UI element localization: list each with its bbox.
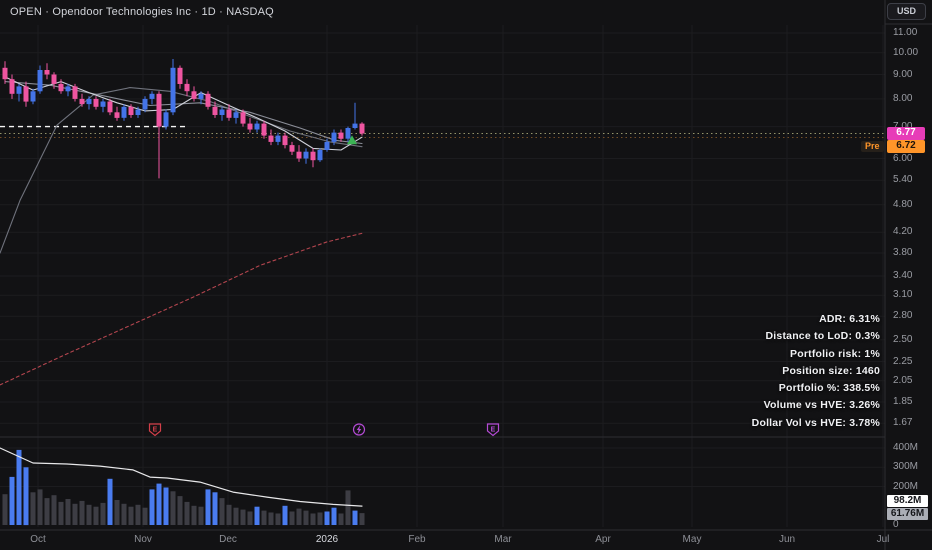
volume-ma-value-label: 98.2M bbox=[887, 495, 928, 507]
time-tick: Nov bbox=[134, 534, 152, 545]
svg-text:E: E bbox=[153, 427, 158, 434]
flash-event-icon[interactable] bbox=[352, 423, 366, 436]
stat-volume-hve: Volume vs HVE: 3.26% bbox=[763, 399, 880, 412]
buy-marker-icon[interactable] bbox=[347, 135, 357, 145]
time-tick: Jul bbox=[876, 534, 890, 545]
price-tick: 6.00 bbox=[893, 152, 913, 164]
last-price-label: 6.77 bbox=[887, 127, 925, 140]
stat-portfolio-pct: Portfolio %: 338.5% bbox=[778, 382, 880, 395]
time-tick: Mar bbox=[494, 534, 512, 545]
ma-lines bbox=[0, 76, 363, 386]
price-tick: 1.85 bbox=[893, 396, 913, 407]
stat-dollarvol-hve: Dollar Vol vs HVE: 3.78% bbox=[751, 416, 880, 429]
price-tick: 2.05 bbox=[893, 374, 913, 386]
earnings-upcoming-icon[interactable]: E bbox=[486, 423, 500, 437]
svg-text:E: E bbox=[491, 427, 496, 434]
volume-series bbox=[0, 447, 365, 526]
premarket-badge: Pre bbox=[861, 141, 884, 152]
volume-tick: 300M bbox=[893, 461, 919, 473]
time-tick: Jun bbox=[778, 534, 796, 545]
stat-distance-lod: Distance to LoD: 0.3% bbox=[765, 330, 880, 343]
candles-series bbox=[2, 59, 365, 179]
price-tick: 2.80 bbox=[893, 310, 913, 322]
price-tick: 3.40 bbox=[893, 270, 913, 281]
volume-tick: 200M bbox=[893, 480, 919, 492]
time-axis[interactable]: Oct Nov Dec 2026 Feb Mar Apr May Jun Jul bbox=[0, 530, 932, 550]
price-tick: 9.00 bbox=[893, 68, 913, 80]
price-tick: 2.50 bbox=[893, 333, 913, 345]
price-tick: 11.00 bbox=[893, 27, 918, 38]
stat-portfolio-risk: Portfolio risk: 1% bbox=[790, 347, 880, 360]
price-tick: 8.00 bbox=[893, 92, 913, 104]
time-tick: Apr bbox=[595, 534, 611, 545]
price-level-lines bbox=[0, 125, 885, 138]
stat-adr: ADR: 6.31% bbox=[819, 313, 880, 325]
price-tick: 4.20 bbox=[893, 226, 913, 238]
volume-tick: 0 bbox=[893, 519, 899, 530]
volume-axis[interactable]: 400M 300M 200M 0 bbox=[885, 437, 932, 530]
price-tick: 3.10 bbox=[893, 289, 913, 301]
time-tick: May bbox=[682, 534, 702, 545]
price-tick: 2.25 bbox=[893, 355, 913, 367]
grid bbox=[0, 25, 885, 527]
time-tick: Oct bbox=[30, 534, 46, 545]
stats-overlay: ADR: 6.31% Distance to LoD: 0.3% Portfol… bbox=[752, 311, 880, 432]
earnings-icon[interactable]: E bbox=[148, 423, 162, 437]
time-tick: Feb bbox=[408, 534, 426, 545]
price-tick: 3.80 bbox=[893, 247, 913, 258]
currency-button[interactable]: USD bbox=[887, 3, 926, 20]
volume-tick: 400M bbox=[893, 442, 919, 453]
price-tick: 4.80 bbox=[893, 198, 913, 210]
price-tick: 1.67 bbox=[893, 417, 913, 429]
symbol-title[interactable]: OPEN · Opendoor Technologies Inc · 1D · … bbox=[10, 6, 274, 18]
price-axis[interactable]: 11.00 10.00 9.00 8.00 7.00 6.00 5.40 4.80 4.20 3.… bbox=[885, 0, 932, 530]
volume-last-value-label: 61.76M bbox=[887, 508, 928, 520]
price-tick: 10.00 bbox=[893, 46, 919, 58]
time-tick: Dec bbox=[219, 534, 237, 545]
price-tick: 7.00 bbox=[893, 121, 912, 132]
time-tick: 2026 bbox=[315, 534, 339, 545]
premarket-price-label: 6.72 bbox=[887, 140, 925, 153]
price-tick: 5.40 bbox=[893, 174, 913, 186]
stat-position-size: Position size: 1460 bbox=[782, 364, 880, 377]
